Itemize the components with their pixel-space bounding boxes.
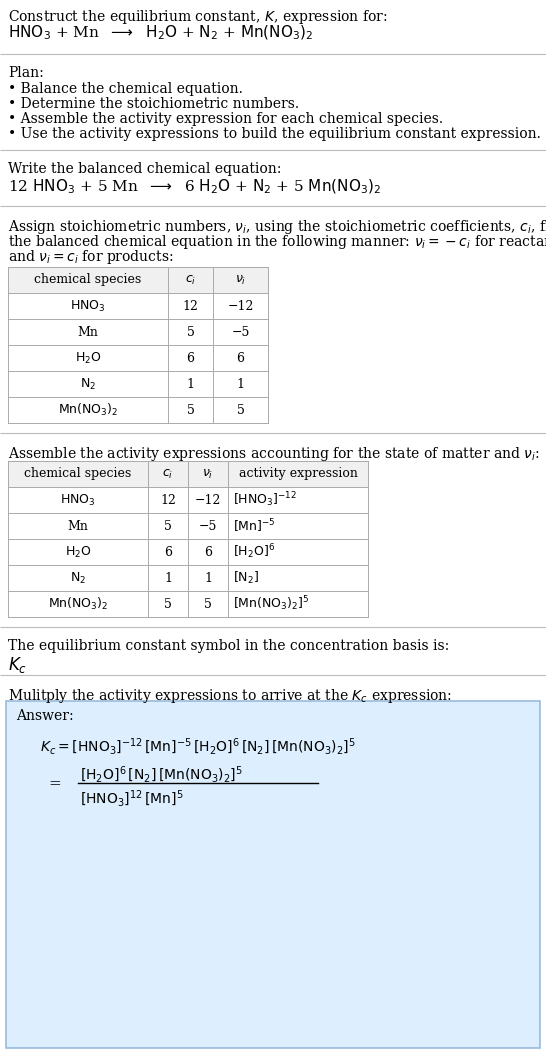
Text: $\nu_i$: $\nu_i$ [235,274,246,286]
Text: 1: 1 [164,572,172,584]
Text: $\mathrm{HNO_3}$: $\mathrm{HNO_3}$ [70,298,106,314]
Text: $\mathrm{N_2}$: $\mathrm{N_2}$ [80,377,96,392]
Text: $K_c = [\mathrm{HNO_3}]^{-12}\,[\mathrm{Mn}]^{-5}\,[\mathrm{H_2O}]^{6}\,[\mathrm: $K_c = [\mathrm{HNO_3}]^{-12}\,[\mathrm{… [40,737,356,757]
Text: Assemble the activity expressions accounting for the state of matter and $\nu_i$: Assemble the activity expressions accoun… [8,445,539,463]
Text: $\mathrm{HNO_3}$: $\mathrm{HNO_3}$ [60,493,96,508]
Text: • Use the activity expressions to build the equilibrium constant expression.: • Use the activity expressions to build … [8,127,541,141]
Text: 1: 1 [236,377,245,391]
Text: $[\mathrm{N_2}]$: $[\mathrm{N_2}]$ [233,570,259,587]
Text: $c_i$: $c_i$ [185,274,196,286]
Text: 1: 1 [187,377,194,391]
Text: • Assemble the activity expression for each chemical species.: • Assemble the activity expression for e… [8,112,443,126]
Text: Answer:: Answer: [16,709,74,723]
FancyBboxPatch shape [6,701,540,1048]
Text: −5: −5 [232,325,250,338]
Text: $\mathrm{H_2O}$: $\mathrm{H_2O}$ [65,544,91,559]
Text: $\mathrm{HNO_3}$ + Mn  $\longrightarrow$  $\mathrm{H_2O}$ + $\mathrm{N_2}$ + $\m: $\mathrm{HNO_3}$ + Mn $\longrightarrow$ … [8,24,313,42]
Text: Mn: Mn [78,325,98,338]
Text: Plan:: Plan: [8,66,44,80]
Text: $\nu_i$: $\nu_i$ [203,468,213,480]
Text: −12: −12 [227,299,254,313]
Text: 5: 5 [164,597,172,611]
Text: Write the balanced chemical equation:: Write the balanced chemical equation: [8,162,281,176]
Text: 12: 12 [182,299,198,313]
Text: 5: 5 [236,403,245,417]
Text: $[\mathrm{Mn}]^{-5}$: $[\mathrm{Mn}]^{-5}$ [233,517,276,535]
Text: =: = [49,777,61,791]
Text: 6: 6 [164,545,172,558]
Text: $c_i$: $c_i$ [162,468,174,480]
Text: Construct the equilibrium constant, $K$, expression for:: Construct the equilibrium constant, $K$,… [8,8,388,26]
Text: activity expression: activity expression [239,468,358,480]
Text: $[\mathrm{Mn(NO_3)_2}]^{5}$: $[\mathrm{Mn(NO_3)_2}]^{5}$ [233,595,310,613]
Text: and $\nu_i = c_i$ for products:: and $\nu_i = c_i$ for products: [8,249,174,266]
Bar [8,461,368,486]
Text: Assign stoichiometric numbers, $\nu_i$, using the stoichiometric coefficients, $: Assign stoichiometric numbers, $\nu_i$, … [8,218,546,236]
Text: 5: 5 [187,403,194,417]
Text: chemical species: chemical species [34,274,141,286]
Text: $\mathrm{N_2}$: $\mathrm{N_2}$ [70,571,86,585]
Text: $\mathrm{H_2O}$: $\mathrm{H_2O}$ [75,351,101,365]
Text: $K_c$: $K_c$ [8,655,27,675]
Text: 6: 6 [204,545,212,558]
Text: 5: 5 [204,597,212,611]
Text: • Determine the stoichiometric numbers.: • Determine the stoichiometric numbers. [8,97,299,111]
Text: 5: 5 [187,325,194,338]
Text: $[\mathrm{HNO_3}]^{12}\,[\mathrm{Mn}]^{5}$: $[\mathrm{HNO_3}]^{12}\,[\mathrm{Mn}]^{5… [80,789,183,810]
Text: $\mathrm{Mn(NO_3)_2}$: $\mathrm{Mn(NO_3)_2}$ [48,596,108,612]
Text: $\mathrm{Mn(NO_3)_2}$: $\mathrm{Mn(NO_3)_2}$ [58,402,118,418]
Text: The equilibrium constant symbol in the concentration basis is:: The equilibrium constant symbol in the c… [8,639,449,653]
Text: 1: 1 [204,572,212,584]
Bar [8,267,268,293]
Text: 6: 6 [236,352,245,364]
Text: • Balance the chemical equation.: • Balance the chemical equation. [8,82,243,96]
Text: 5: 5 [164,519,172,533]
Text: 6: 6 [187,352,194,364]
Text: $[\mathrm{HNO_3}]^{-12}$: $[\mathrm{HNO_3}]^{-12}$ [233,491,297,510]
Text: 12: 12 [160,494,176,506]
Text: $[\mathrm{H_2O}]^{6}$: $[\mathrm{H_2O}]^{6}$ [233,542,275,561]
Text: 12 $\mathrm{HNO_3}$ + 5 Mn  $\longrightarrow$  6 $\mathrm{H_2O}$ + $\mathrm{N_2}: 12 $\mathrm{HNO_3}$ + 5 Mn $\longrightar… [8,178,381,197]
Text: $[\mathrm{H_2O}]^{6}\,[\mathrm{N_2}]\,[\mathrm{Mn(NO_3)_2}]^{5}$: $[\mathrm{H_2O}]^{6}\,[\mathrm{N_2}]\,[\… [80,764,243,786]
Text: the balanced chemical equation in the following manner: $\nu_i = -c_i$ for react: the balanced chemical equation in the fo… [8,233,546,251]
Text: −12: −12 [195,494,221,506]
Text: Mn: Mn [68,519,88,533]
Text: chemical species: chemical species [25,468,132,480]
Text: −5: −5 [199,519,217,533]
Text: Mulitply the activity expressions to arrive at the $K_c$ expression:: Mulitply the activity expressions to arr… [8,687,452,706]
